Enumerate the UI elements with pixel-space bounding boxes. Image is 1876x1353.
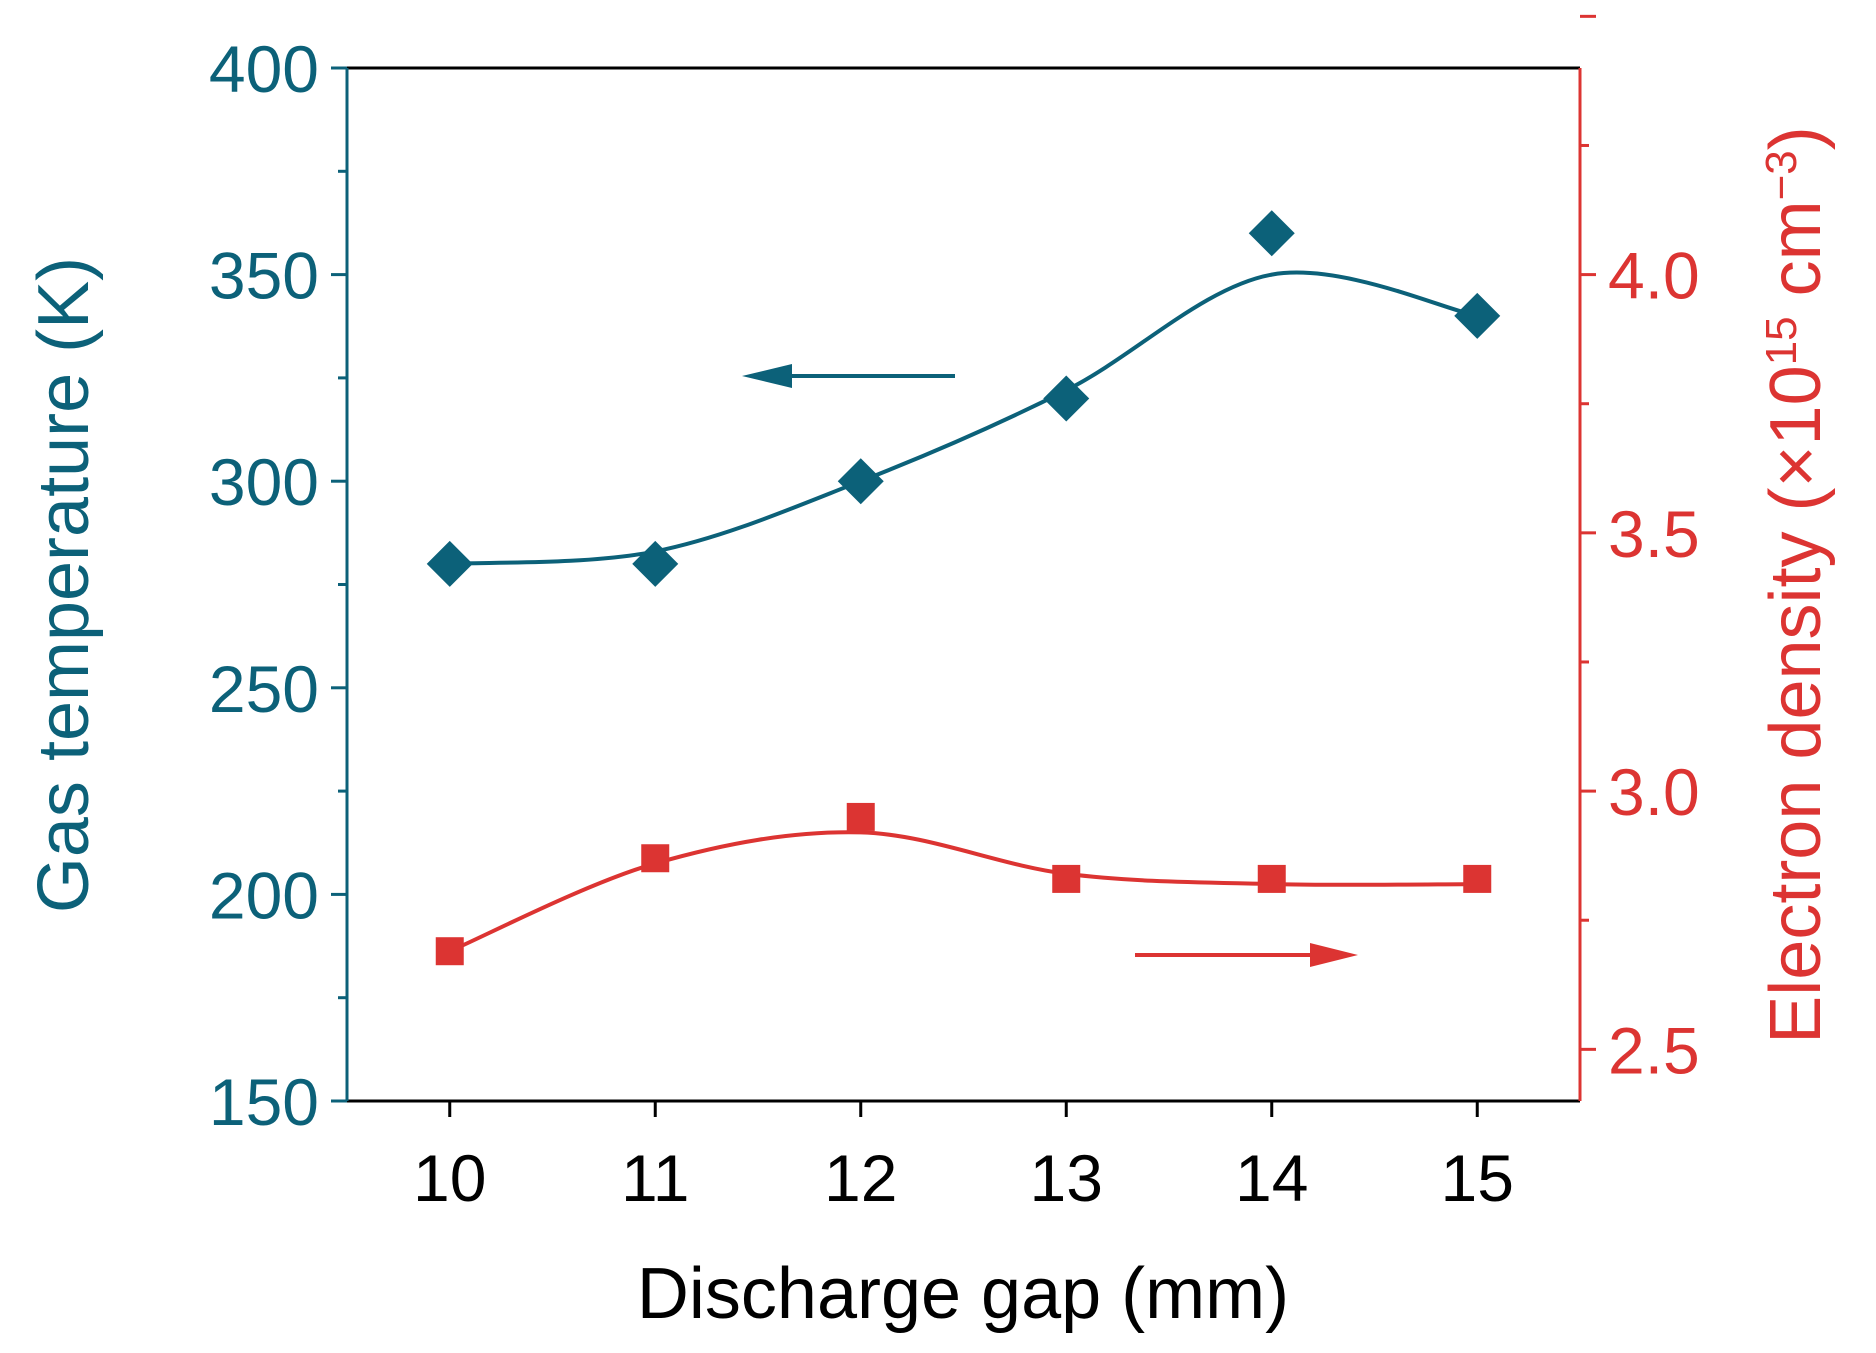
electron-density-marker [1052, 864, 1081, 893]
right-label-end: ) [1756, 126, 1836, 150]
gas-temperature-fit-curve [449, 270, 1478, 566]
left-y-tick-label: 200 [209, 858, 319, 932]
left-y-axis-label: Gas temperature (K) [24, 257, 104, 913]
right-label-mid: cm [1756, 200, 1836, 316]
left-y-tick-label: 300 [209, 445, 319, 519]
gas-temperature-marker [1454, 292, 1501, 339]
gas-temperature-marker [1248, 210, 1295, 257]
electron-density-marker [641, 844, 670, 873]
left-y-tick-label: 150 [209, 1065, 319, 1139]
electron-density-marker [1463, 864, 1492, 893]
gas-temperature-marker [426, 540, 473, 587]
x-tick-label: 12 [824, 1141, 897, 1215]
right-y-tick-label: 3.5 [1608, 497, 1700, 571]
right-axis-arrow [1135, 943, 1358, 967]
markers-layer [426, 210, 1501, 966]
right-y-axis-label: Electron density (×1015 cm−3) [1756, 126, 1836, 1043]
gas-temperature-marker [1043, 375, 1090, 422]
right-label-sup-minus3: −3 [1757, 150, 1806, 200]
left-y-tick-label: 350 [209, 239, 319, 313]
right-y-tick-label: 2.5 [1608, 1013, 1700, 1087]
electron-density-fit-curve [448, 830, 1478, 954]
left-axis-arrow [742, 364, 955, 388]
left-y-tick-label: 250 [209, 652, 319, 726]
x-tick-label: 15 [1441, 1141, 1514, 1215]
x-tick-label: 14 [1235, 1141, 1308, 1215]
x-tick-label: 13 [1030, 1141, 1103, 1215]
electron-density-marker [435, 937, 464, 966]
right-y-tick-label: 4.0 [1608, 239, 1700, 313]
left-y-tick-label: 400 [209, 32, 319, 106]
curves-layer [448, 270, 1478, 954]
right-y-tick-label: 3.0 [1608, 755, 1700, 829]
ticks-layer: 10 11 12 13 14 15 150 200 250 300 350 400 2.5 3.0 3.5 4… [209, 14, 1700, 1215]
right-label-sup-15: 15 [1757, 316, 1806, 365]
right-label-main: Electron density (×10 [1756, 365, 1836, 1043]
gas-temperature-marker [837, 458, 884, 505]
electron-density-marker [1257, 864, 1286, 893]
x-tick-label: 11 [621, 1141, 690, 1215]
gas-temperature-marker [632, 540, 679, 587]
x-axis-label: Discharge gap (mm) [637, 1254, 1289, 1334]
x-tick-label: 10 [413, 1141, 486, 1215]
electron-density-marker [846, 802, 875, 831]
